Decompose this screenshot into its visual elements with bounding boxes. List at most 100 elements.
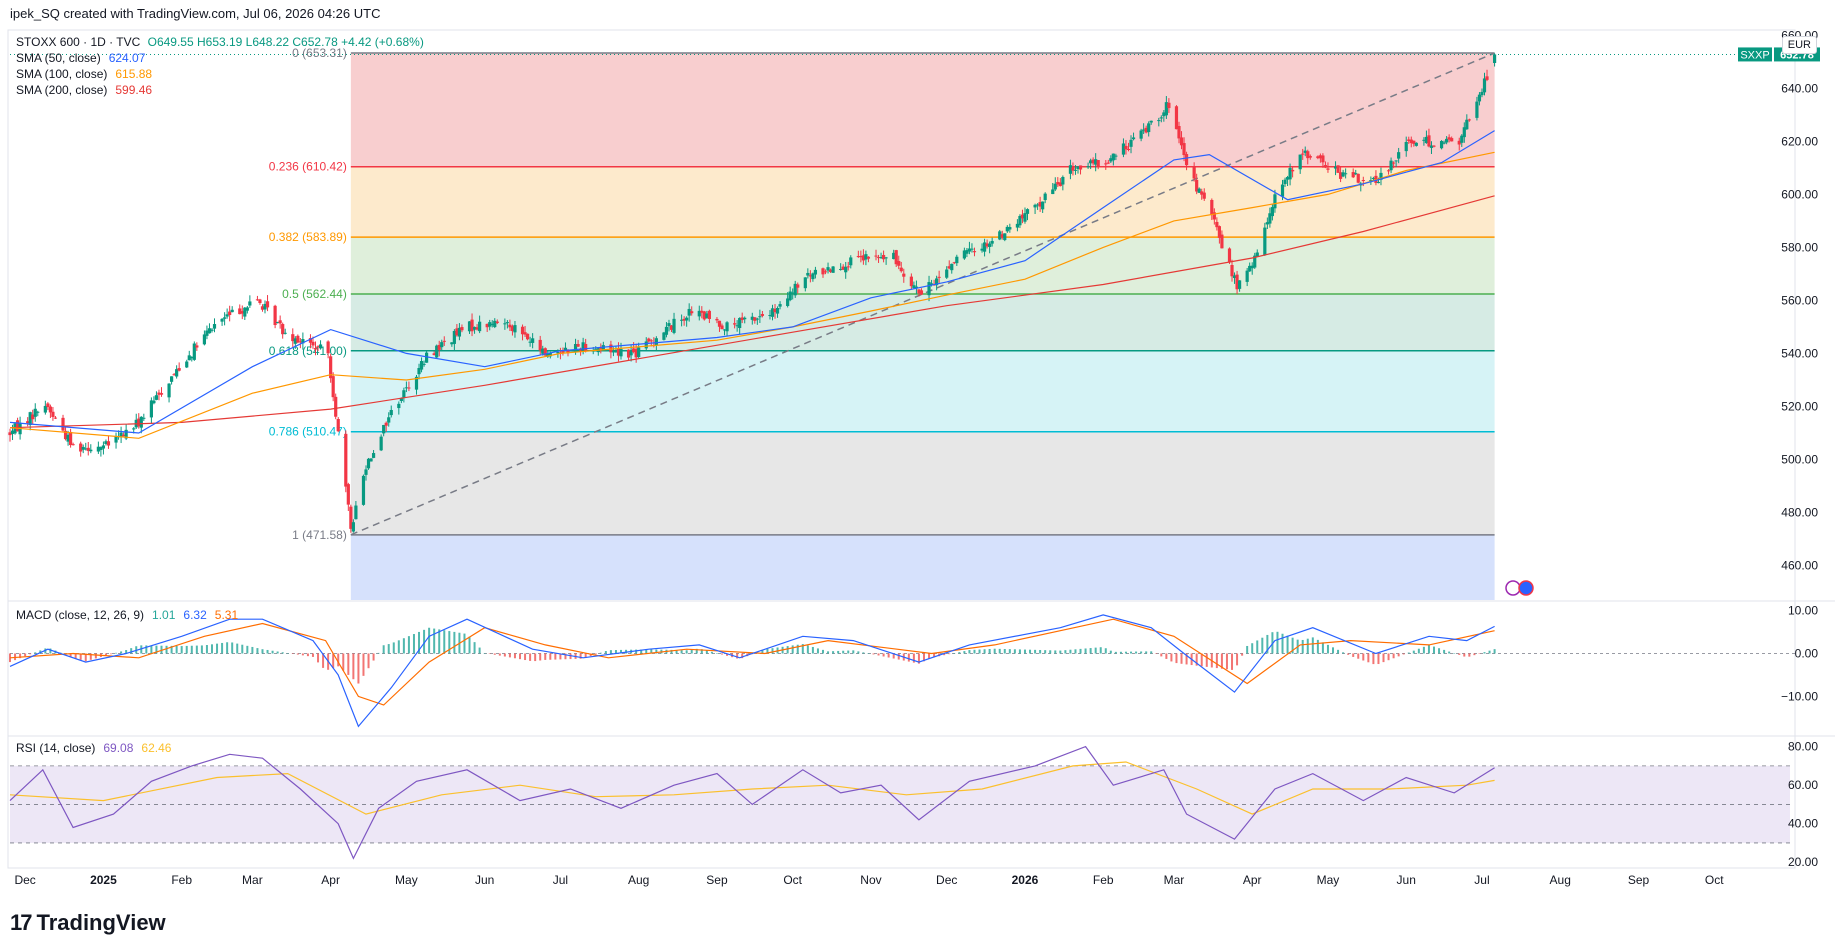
candle-body: [682, 318, 686, 321]
candle-body: [1167, 102, 1171, 109]
macd-axis-tick: 0.00: [1795, 646, 1819, 660]
time-axis-tick: May: [395, 873, 418, 887]
candle-body: [1450, 138, 1454, 142]
macd-hist-bar: [155, 645, 158, 654]
macd-hist-bar: [362, 653, 365, 676]
legend-macd[interactable]: MACD (close, 12, 26, 9) 1.01 6.32 5.31: [16, 607, 242, 623]
candle-body: [1056, 181, 1060, 185]
macd-hist-bar: [1018, 649, 1021, 654]
macd-hist-bar: [832, 651, 835, 654]
macd-hist-bar: [1236, 653, 1239, 666]
candle-body: [43, 405, 47, 413]
price-tag-symbol: SXXP: [1740, 49, 1769, 61]
macd-hist-bar: [544, 653, 547, 660]
candle-body: [36, 411, 40, 413]
macd-hist-bar: [1316, 639, 1319, 654]
macd-hist-bar: [1251, 643, 1254, 654]
macd-hist-bar: [1225, 653, 1228, 670]
tradingview-logo[interactable]: 17 TradingView: [10, 910, 166, 936]
candle-body: [793, 283, 797, 296]
fib-zone: [350, 431, 1495, 535]
candle-body: [1227, 248, 1232, 262]
macd-hist-bar: [24, 653, 27, 657]
macd-hist-bar: [564, 653, 567, 660]
brand-name: TradingView: [36, 910, 166, 935]
candle-body: [899, 267, 903, 272]
macd-hist-bar: [281, 652, 284, 654]
currency-button[interactable]: EUR: [1781, 36, 1817, 54]
candle-body: [1041, 201, 1045, 210]
candle-body: [336, 419, 340, 432]
macd-hist-bar: [216, 643, 219, 654]
candle-body: [1149, 120, 1153, 123]
candle-body: [137, 418, 141, 427]
macd-hist-bar: [226, 642, 229, 654]
macd-hist-bar: [847, 650, 850, 654]
candle-body: [407, 387, 411, 389]
candle-body: [919, 290, 924, 295]
candle-body: [1104, 163, 1108, 165]
candle-body: [662, 332, 666, 340]
time-axis-tick: Mar: [242, 873, 263, 887]
macd-hist-bar: [1473, 653, 1476, 656]
candle-body: [334, 396, 338, 417]
legend-sma100[interactable]: SMA (100, close) 615.88: [16, 66, 156, 82]
symbol-label[interactable]: STOXX 600 · 1D · TVC: [16, 35, 141, 49]
candle-body: [844, 266, 848, 273]
price-axis-tick: 500.00: [1781, 452, 1818, 466]
macd-hist-bar: [1453, 653, 1456, 654]
candle-body: [255, 299, 260, 301]
candle-body: [1414, 142, 1418, 146]
candle-body: [1147, 123, 1151, 133]
candle-body: [831, 266, 835, 273]
macd-hist-bar: [276, 651, 279, 654]
macd-hist-bar: [1008, 649, 1011, 654]
fib-level-label: 0.786 (510.47): [269, 425, 347, 439]
candle-body: [1270, 207, 1275, 217]
price-axis-tick: 560.00: [1781, 293, 1818, 307]
macd-hist-bar: [761, 650, 764, 654]
candle-body: [457, 327, 462, 337]
price-axis-tick: 460.00: [1781, 559, 1818, 573]
macd-hist-bar: [771, 648, 774, 654]
macd-hist-bar: [286, 653, 289, 654]
candle-body: [228, 311, 232, 316]
rsi-ma-value: 62.46: [141, 741, 172, 755]
candle-body: [821, 268, 825, 275]
candle-body: [707, 310, 711, 320]
candle-body: [1174, 106, 1179, 130]
candle-body: [1018, 215, 1022, 226]
time-axis-tick: Oct: [1705, 873, 1724, 887]
macd-hist-bar: [978, 649, 981, 654]
macd-hist-bar: [74, 653, 77, 659]
macd-hist-bar: [210, 644, 213, 654]
time-axis-tick: Sep: [1628, 873, 1650, 887]
candle-body: [265, 301, 270, 308]
macd-hist-bar: [806, 645, 809, 654]
candle-body: [626, 349, 631, 358]
candle-body: [1369, 179, 1373, 182]
macd-hist-bar: [1084, 648, 1087, 654]
candle-body: [351, 522, 355, 532]
macd-hist-bar: [549, 653, 552, 660]
candle-body: [1051, 189, 1055, 195]
candle-body: [828, 269, 833, 272]
macd-hist-bar: [195, 645, 198, 654]
candle-body: [1144, 127, 1148, 133]
candle-body: [929, 283, 934, 286]
legend-sma50[interactable]: SMA (50, close) 624.07: [16, 50, 149, 66]
candle-body: [1250, 265, 1254, 269]
time-axis-tick: Jul: [1474, 873, 1489, 887]
candle-body: [750, 316, 754, 320]
legend-rsi[interactable]: RSI (14, close) 69.08 62.46: [16, 740, 175, 756]
fib-level-label: 0.236 (610.42): [269, 160, 347, 174]
candle-body: [614, 350, 618, 353]
legend-sma200[interactable]: SMA (200, close) 599.46: [16, 82, 156, 98]
macd-hist-bar: [1493, 649, 1496, 654]
candle-body: [935, 278, 939, 286]
candle-body: [927, 282, 931, 296]
candle-body: [629, 351, 633, 356]
macd-hist-bar: [332, 653, 335, 669]
macd-hist-bar: [882, 653, 885, 657]
